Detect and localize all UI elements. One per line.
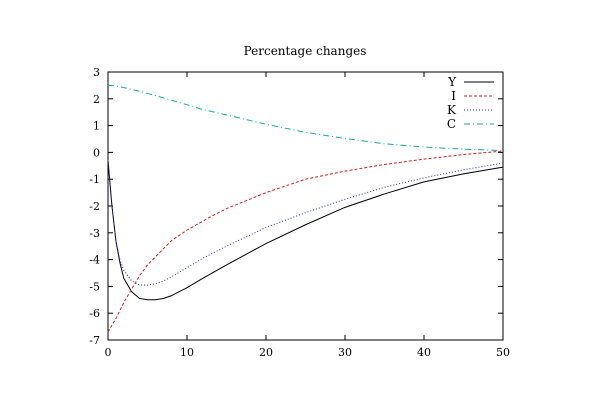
y-tick-label: -3 xyxy=(89,227,100,240)
x-tick-label: 40 xyxy=(417,346,431,359)
y-tick-label: 0 xyxy=(93,146,100,159)
y-tick-label: 3 xyxy=(93,66,100,79)
x-tick-label: 30 xyxy=(338,346,352,359)
axes: 0 10 20 30 40 50 -7 -6 -5 -4 -3 -2 -1 0 1 2 3 xyxy=(89,66,510,359)
y-tick-label: -7 xyxy=(89,334,100,347)
x-tick-label: 50 xyxy=(496,346,510,359)
chart-title: Percentage changes xyxy=(244,44,367,58)
legend-label-i: I xyxy=(451,89,456,103)
y-tick-label: -6 xyxy=(89,307,100,320)
x-tick-label: 20 xyxy=(259,346,273,359)
legend-label-c: C xyxy=(447,117,456,131)
series-line-i xyxy=(107,150,504,333)
x-tick-label: 0 xyxy=(105,346,112,359)
x-tick-label: 10 xyxy=(180,346,194,359)
plot-frame xyxy=(107,71,504,341)
y-tick-label: 1 xyxy=(93,120,100,133)
y-tick-label: -4 xyxy=(89,254,100,267)
series-layer xyxy=(107,84,504,333)
y-tick-label: -5 xyxy=(89,280,100,293)
y-tick-label: 2 xyxy=(93,93,100,106)
series-line-y xyxy=(107,160,504,301)
legend-label-k: K xyxy=(447,103,457,117)
legend-label-y: Y xyxy=(447,75,457,89)
y-tick-label: -2 xyxy=(89,200,100,213)
y-tick-label: -1 xyxy=(89,173,100,186)
series-line-c xyxy=(107,84,504,152)
